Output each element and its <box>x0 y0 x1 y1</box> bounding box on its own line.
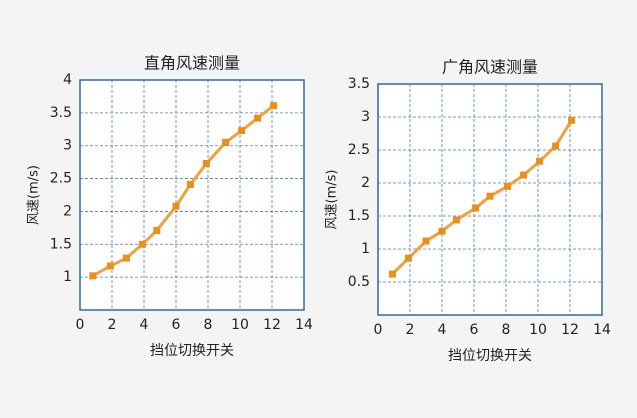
x-tick-label: 6 <box>172 317 181 333</box>
y-tick-label: 0.5 <box>348 274 370 290</box>
data-point <box>568 116 576 124</box>
plot-border <box>377 83 603 316</box>
x-tick-label: 6 <box>470 322 479 338</box>
x-tick-label: 12 <box>561 322 579 338</box>
x-tick-label: 14 <box>295 317 313 333</box>
y-tick-label: 3 <box>63 138 72 154</box>
plot-area <box>80 80 304 310</box>
x-tick-label: 12 <box>263 317 281 333</box>
data-point <box>504 182 512 190</box>
y-tick-label: 2.5 <box>50 171 72 187</box>
x-tick-label: 0 <box>76 317 85 333</box>
data-point <box>202 159 210 167</box>
data-point <box>153 226 161 234</box>
x-tick-label: 8 <box>204 317 213 333</box>
data-point <box>122 254 130 262</box>
x-tick-label: 8 <box>502 322 511 338</box>
data-point <box>238 127 246 135</box>
data-point <box>138 240 146 248</box>
y-tick-label: 3.5 <box>348 76 370 92</box>
data-point <box>552 142 560 150</box>
x-tick-label: 10 <box>231 317 249 333</box>
data-point <box>222 138 230 146</box>
data-point <box>422 237 430 245</box>
data-point <box>254 114 262 122</box>
x-tick-label: 14 <box>593 322 611 338</box>
x-tick-label: 0 <box>374 322 383 338</box>
data-point <box>438 227 446 235</box>
chart-title: 广角风速测量 <box>442 58 538 77</box>
data-point <box>520 171 528 179</box>
x-axis-label: 挡位切换开关 <box>448 347 532 364</box>
data-point <box>388 270 396 278</box>
data-point <box>486 192 494 200</box>
x-tick-label: 2 <box>406 322 415 338</box>
y-axis-label: 风速(m/s) <box>27 165 42 225</box>
y-tick-label: 2 <box>63 203 72 219</box>
y-tick-label: 1.5 <box>50 236 72 252</box>
x-axis-label: 挡位切换开关 <box>150 342 234 359</box>
chart-title: 直角风速测量 <box>144 54 240 73</box>
plot-border <box>79 79 305 311</box>
y-tick-label: 3.5 <box>50 105 72 121</box>
y-tick-label: 1 <box>63 269 72 285</box>
data-point <box>404 254 412 262</box>
data-point <box>89 272 97 280</box>
data-point <box>172 202 180 210</box>
y-tick-label: 4 <box>63 72 72 88</box>
x-tick-label: 4 <box>140 317 149 333</box>
y-axis-label: 风速(m/s) <box>325 170 340 230</box>
data-point <box>106 262 114 270</box>
y-tick-label: 1 <box>361 241 370 257</box>
x-tick-label: 2 <box>108 317 117 333</box>
y-tick-label: 2 <box>361 175 370 191</box>
data-point <box>186 180 194 188</box>
y-tick-label: 2.5 <box>348 142 370 158</box>
data-point <box>452 216 460 224</box>
data-point <box>270 102 278 110</box>
y-tick-label: 1.5 <box>348 208 370 224</box>
x-tick-label: 4 <box>438 322 447 338</box>
data-point <box>472 204 480 212</box>
data-point <box>536 157 544 165</box>
x-tick-label: 10 <box>529 322 547 338</box>
y-tick-label: 3 <box>361 109 370 125</box>
